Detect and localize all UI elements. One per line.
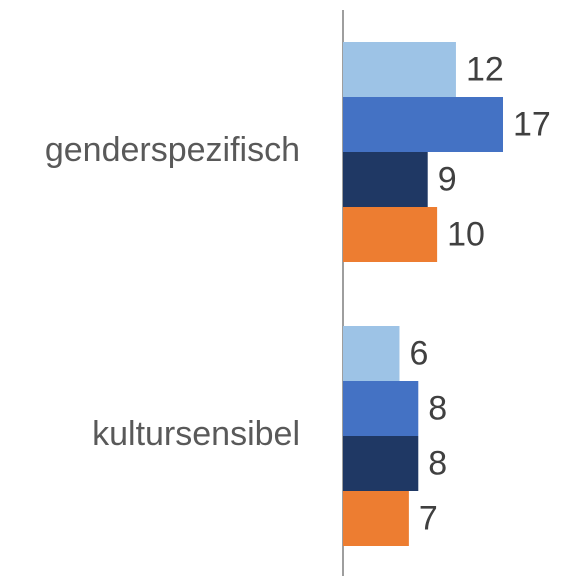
data-label: 17: [513, 105, 551, 143]
data-label: 7: [419, 499, 438, 537]
bar: [343, 97, 503, 152]
data-label: 10: [447, 215, 485, 253]
bar: [343, 326, 400, 381]
category-label: genderspezifisch: [45, 131, 300, 169]
bar: [343, 436, 419, 491]
data-label: 9: [438, 160, 457, 198]
data-label: 12: [466, 50, 504, 88]
bar: [343, 491, 409, 546]
data-label: 8: [428, 389, 447, 427]
bar: [343, 42, 456, 97]
bar: [343, 152, 428, 207]
data-label: 6: [409, 334, 428, 372]
bar: [343, 207, 438, 262]
category-label: kultursensibel: [92, 415, 300, 453]
data-label: 8: [428, 444, 447, 482]
bar: [343, 381, 419, 436]
